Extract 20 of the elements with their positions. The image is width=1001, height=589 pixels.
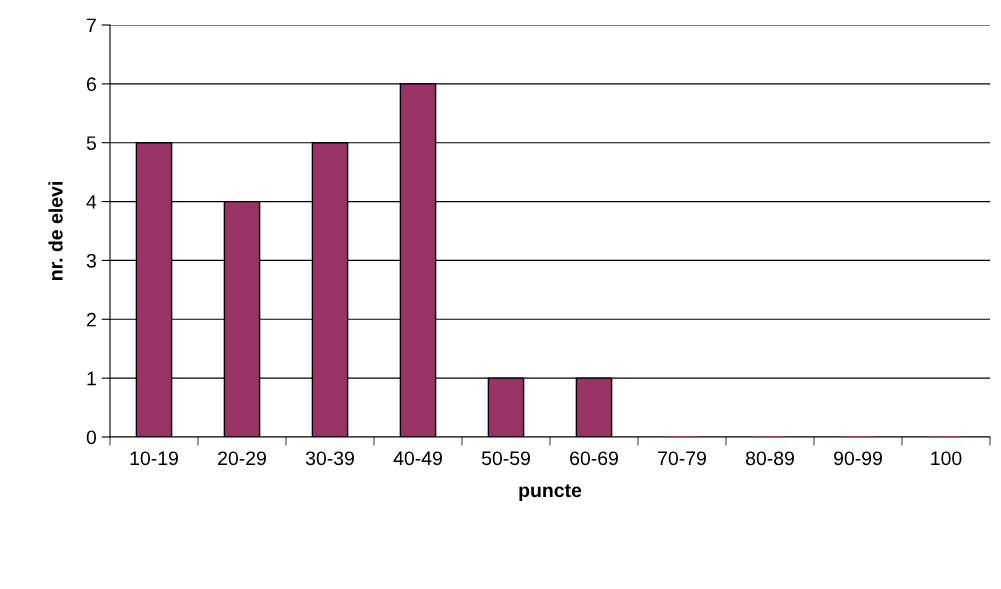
y-tick-label: 1 <box>87 371 96 386</box>
x-tick-label: 60-69 <box>570 451 618 466</box>
x-tick-label: 40-49 <box>393 451 442 466</box>
x-tick-label: 80-89 <box>745 451 794 466</box>
x-tick-label: 100 <box>931 451 962 466</box>
y-tick-label: 7 <box>86 18 96 33</box>
x-axis-title: puncte <box>519 484 582 502</box>
y-tick-label: 3 <box>86 253 96 268</box>
x-tick-label: 30-39 <box>305 451 354 466</box>
y-tick-label: 5 <box>86 136 96 150</box>
x-tick-label: 10-19 <box>130 451 178 466</box>
y-axis-title: nr. de elevi <box>48 182 63 280</box>
y-tick-label: 6 <box>86 77 96 92</box>
y-tick-label: 0 <box>86 430 97 445</box>
x-tick-label: 90-99 <box>834 451 882 466</box>
y-tick-label: 2 <box>86 312 96 327</box>
x-tick-label: 50-59 <box>481 451 530 466</box>
x-tick-label: 70-79 <box>658 451 706 466</box>
y-tick-label: 4 <box>86 195 97 209</box>
x-tick-label: 20-29 <box>218 451 266 466</box>
